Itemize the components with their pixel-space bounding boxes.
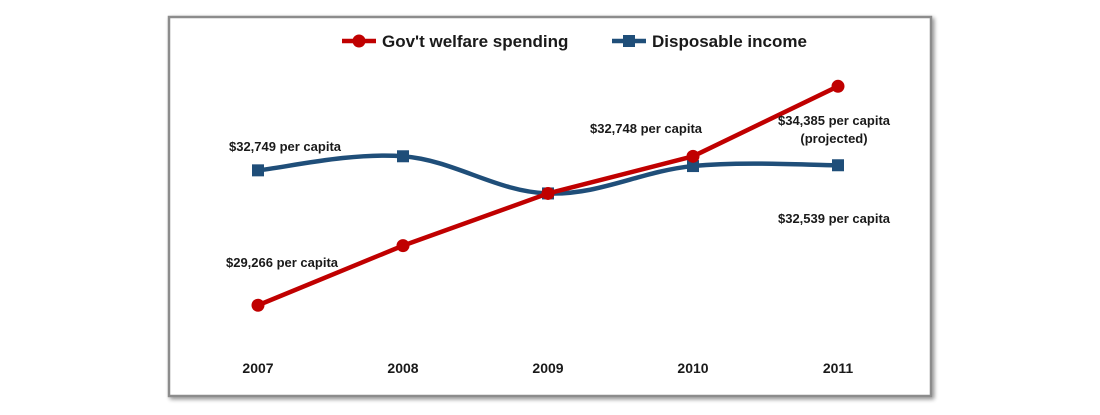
legend-label: Disposable income: [652, 32, 807, 51]
x-tick-label: 2009: [532, 360, 563, 376]
data-label: $32,748 per capita: [590, 121, 703, 136]
series-gov-t-welfare-spending: [251, 79, 845, 312]
data-label: $29,266 per capita: [226, 255, 339, 270]
legend-label: Gov't welfare spending: [382, 32, 568, 51]
annotation-layer: $32,749 per capita $29,266 per capita $32,…: [226, 113, 891, 270]
legend-marker-circle: [352, 34, 366, 48]
x-axis-ticks: 2007 2008 2009 2010 2011: [242, 360, 853, 376]
series-layer: [251, 79, 845, 312]
data-label: $32,749 per capita: [229, 139, 342, 154]
data-point-gov-t-welfare-spending-2009: [541, 186, 555, 200]
data-point-gov-t-welfare-spending-2011: [831, 79, 845, 93]
data-point-disposable-income-2010: [687, 160, 699, 173]
data-label: (projected): [800, 131, 867, 146]
legend-marker-square: [623, 35, 635, 47]
data-label: $34,385 per capita: [778, 113, 891, 128]
data-point-disposable-income-2008: [397, 150, 409, 163]
x-tick-label: 2008: [387, 360, 418, 376]
x-tick-label: 2010: [677, 360, 708, 376]
legend-item-disposable-income: Disposable income: [612, 32, 807, 51]
data-point-gov-t-welfare-spending-2007: [251, 298, 265, 312]
data-point-gov-t-welfare-spending-2010: [686, 149, 700, 163]
legend: Gov't welfare spending Disposable income: [342, 32, 807, 51]
data-point-gov-t-welfare-spending-2008: [396, 239, 410, 253]
x-tick-label: 2007: [242, 360, 273, 376]
data-label: $32,539 per capita: [778, 211, 891, 226]
data-point-disposable-income-2007: [252, 164, 264, 177]
data-point-disposable-income-2011: [832, 159, 844, 172]
x-tick-label: 2011: [823, 360, 854, 376]
legend-item-gov-t-welfare-spending: Gov't welfare spending: [342, 32, 568, 51]
chart-border: [167, 15, 933, 398]
